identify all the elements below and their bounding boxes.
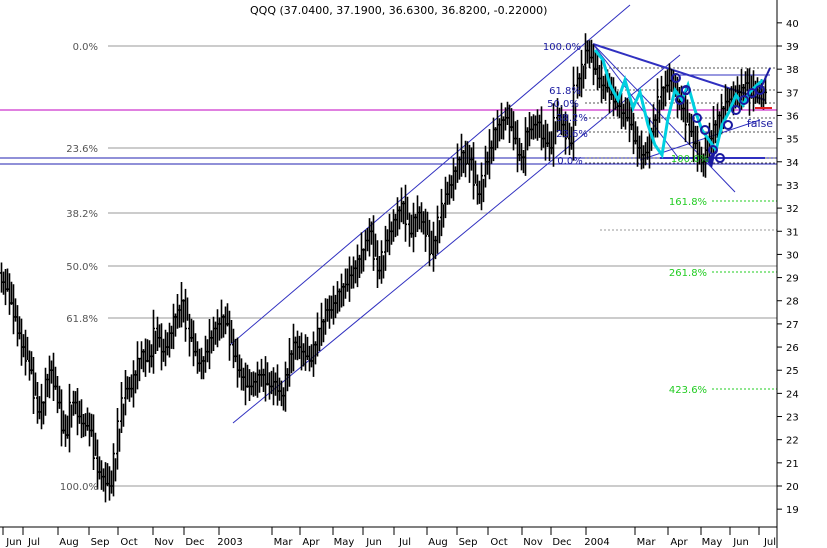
fib-left-label: 0.0%: [73, 42, 98, 53]
fib-labels: 0.0%23.6%38.2%50.0%61.8%100.0%161.8%261.…: [60, 42, 709, 493]
y-tick-label: 39: [786, 42, 799, 53]
y-tick-label: 29: [786, 274, 799, 285]
y-tick-label: 33: [786, 181, 799, 192]
fib-right-label: 100.0%: [671, 154, 709, 165]
x-tick-label: May: [702, 537, 723, 548]
channel-lower: [232, 54, 681, 424]
y-tick-label: 23: [786, 413, 799, 424]
y-tick-label: 28: [786, 297, 799, 308]
y-tick-label: 25: [786, 366, 799, 377]
x-tick-label: Nov: [523, 537, 543, 548]
x-tick-label: Apr: [302, 537, 320, 548]
x-tick-label: Aug: [428, 537, 448, 548]
y-tick-label: 34: [786, 158, 799, 169]
x-tick-label: Sep: [459, 537, 478, 548]
fib-extension-label: 161.8%: [669, 197, 707, 208]
x-tick-label: Jul: [763, 537, 776, 548]
x-tick-label: Jul: [398, 537, 411, 548]
x-axis: Jun Jul Aug Sep Oct Nov Dec 2003 Mar Apr May Jun Jul…: [0, 526, 777, 548]
y-tick-label: 30: [786, 250, 799, 261]
false-label: false: [747, 117, 773, 130]
x-tick-label: Jun: [732, 537, 749, 548]
x-tick-label: Sep: [91, 537, 110, 548]
x-tick-label: Jun: [365, 537, 382, 548]
channel-upper: [229, 4, 631, 346]
pattern-marker: [700, 125, 710, 135]
y-tick-label: 22: [786, 436, 799, 447]
x-tick-label: Jun: [5, 537, 22, 548]
y-axis: 19 20 21 22 23 24 25 26 27 28 29 30 31 32 33 34 35 36 37 38…: [776, 0, 799, 548]
arrow-marker: [706, 150, 716, 168]
y-tick-label: 40: [786, 19, 799, 30]
y-tick-label: 24: [786, 389, 799, 400]
y-tick-label: 26: [786, 343, 799, 354]
fib-right-label: 50.0%: [547, 99, 579, 110]
fib-right-label: 23.6%: [556, 129, 588, 140]
fib-level-lines: [0, 45, 777, 487]
fib-right-label: 0.0%: [557, 156, 582, 167]
pattern-marker: [681, 85, 691, 95]
fan-line: [592, 43, 736, 193]
x-tick-label: Nov: [154, 537, 174, 548]
y-tick-label: 36: [786, 111, 799, 122]
pattern-marker: [671, 73, 681, 83]
fib-right-label: 38.2%: [556, 113, 588, 124]
x-tick-label: Mar: [637, 537, 657, 548]
trend-line-thick: [592, 43, 766, 101]
x-tick-label: Mar: [274, 537, 294, 548]
fib-right-label: 100.0%: [543, 42, 581, 53]
y-tick-label: 38: [786, 65, 799, 76]
x-tick-label: Dec: [185, 537, 204, 548]
fib-left-label: 23.6%: [66, 144, 98, 155]
y-tick-label: 32: [786, 204, 799, 215]
y-tick-label: 21: [786, 459, 799, 470]
fib-left-label: 50.0%: [66, 262, 98, 273]
arrow-marker-line: [759, 67, 771, 91]
y-tick-label: 35: [786, 135, 799, 146]
price-bars: [0, 33, 767, 503]
pattern-marker: [715, 153, 725, 163]
fib-extension-label: 261.8%: [669, 268, 707, 279]
y-tick-label: 19: [786, 505, 799, 516]
x-tick-label: 2003: [217, 537, 242, 548]
wave-label: 2: [683, 85, 690, 98]
fib-extension-label: 423.6%: [669, 385, 707, 396]
x-tick-label: Oct: [490, 537, 507, 548]
y-tick-label: 20: [786, 482, 799, 493]
fib-left-label: 38.2%: [66, 209, 98, 220]
price-bar-series: [0, 33, 767, 503]
pattern-overlay: 2 false: [593, 49, 773, 168]
x-tick-label: Aug: [59, 537, 79, 548]
y-tick-label: 37: [786, 88, 799, 99]
pattern-marker: [755, 85, 765, 95]
chart-title: QQQ (37.0400, 37.1900, 36.6300, 36.8200,…: [250, 4, 547, 17]
x-tick-label: 2004: [584, 537, 609, 548]
y-tick-label: 27: [786, 320, 799, 331]
pattern-marker: [739, 95, 749, 105]
x-tick-label: Dec: [552, 537, 571, 548]
fib-left-label: 100.0%: [60, 482, 98, 493]
fib-left-label: 61.8%: [66, 314, 98, 325]
x-tick-label: Jul: [27, 537, 40, 548]
y-tick-label: 31: [786, 227, 799, 238]
fib-right-label: 61.8%: [549, 86, 581, 97]
pattern-marker: [723, 120, 733, 130]
x-tick-label: May: [334, 537, 355, 548]
pattern-marker: [675, 95, 685, 105]
wave-overlay: [593, 49, 764, 159]
pattern-marker: [692, 113, 702, 123]
x-tick-label: Oct: [120, 537, 137, 548]
pattern-marker: [731, 105, 741, 115]
x-tick-label: Apr: [670, 537, 688, 548]
